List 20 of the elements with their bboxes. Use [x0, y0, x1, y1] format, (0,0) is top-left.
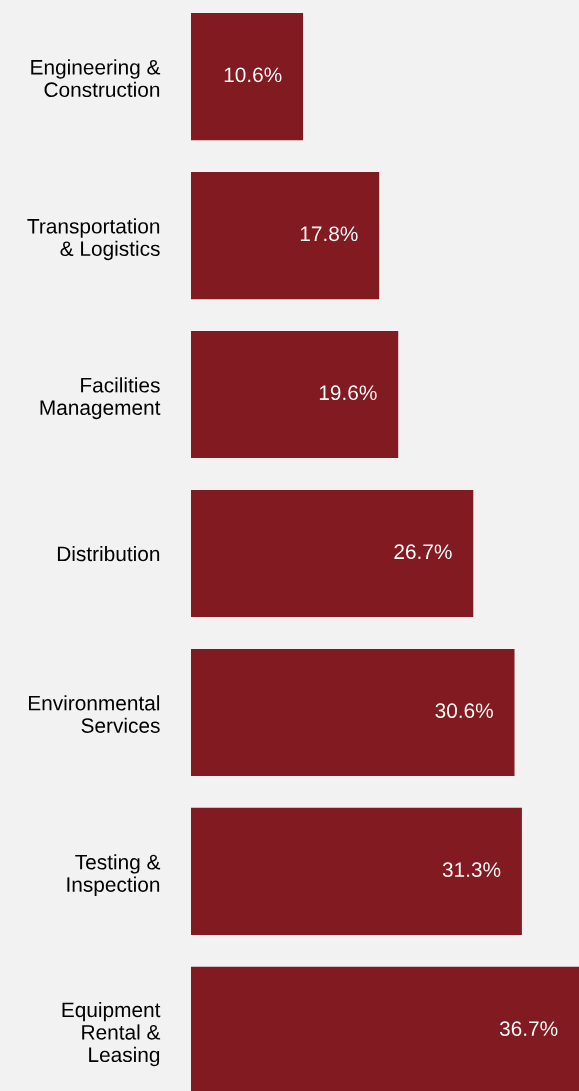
data-label: 26.7% — [394, 544, 452, 560]
bar — [191, 648, 515, 777]
y-tick-label: Facilities Management — [40, 377, 161, 420]
bar — [191, 489, 474, 618]
y-tick-label: Transportation & Logistics — [27, 218, 160, 261]
data-label: 10.6% — [224, 67, 282, 83]
y-tick-label: Engineering & Construction — [31, 59, 161, 98]
data-label: 30.6% — [435, 703, 493, 719]
bar — [191, 13, 304, 141]
bar — [191, 330, 399, 459]
y-tick-label: Distribution — [57, 545, 160, 562]
bar — [191, 807, 522, 936]
bar — [191, 171, 380, 300]
y-tick-label: Testing & Inspection — [67, 854, 161, 897]
y-tick-label: Environmental Services — [28, 695, 160, 733]
data-label: 17.8% — [300, 226, 358, 242]
data-label: 36.7% — [499, 1021, 558, 1036]
data-label: 19.6% — [319, 385, 377, 401]
data-label: 31.3% — [442, 862, 501, 878]
y-tick-label: Equipment Rental & Leasing — [62, 1001, 161, 1067]
